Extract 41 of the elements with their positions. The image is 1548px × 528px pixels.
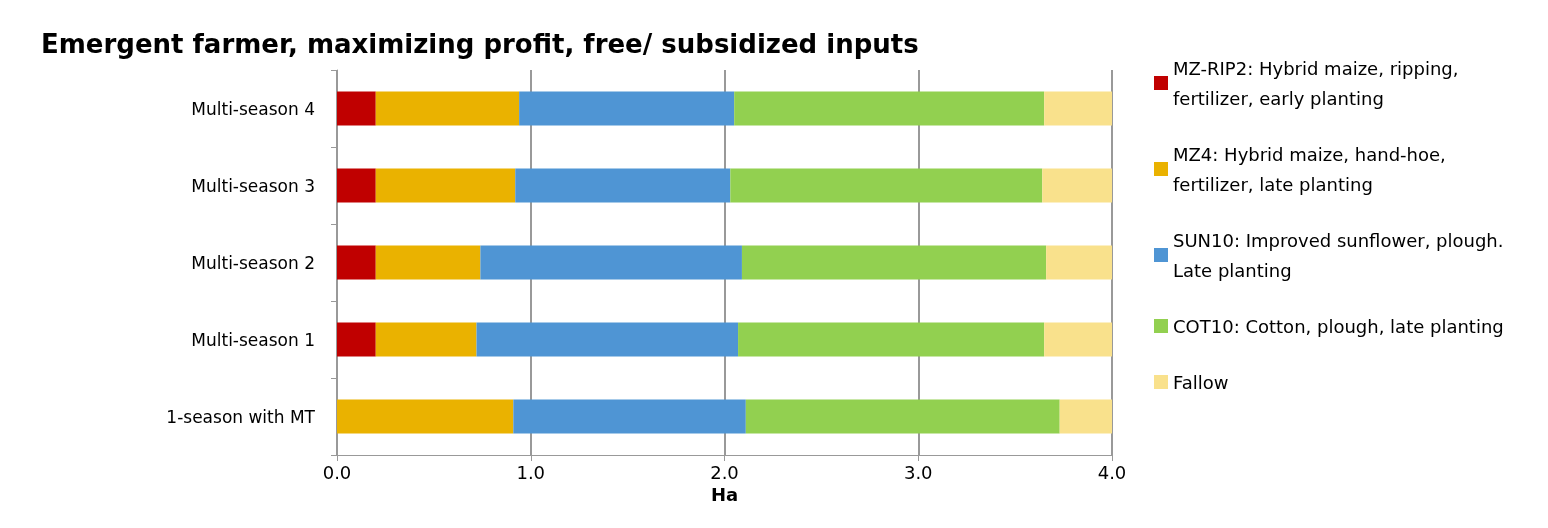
bar (519, 91, 735, 126)
bar (337, 399, 514, 434)
bar (1044, 91, 1112, 126)
bar (375, 245, 481, 280)
bar (1046, 245, 1112, 280)
bar (375, 91, 520, 126)
y-tick-label: Multi-season 4 (191, 98, 315, 119)
bar (513, 399, 746, 434)
x-tick-label: 0.0 (322, 461, 352, 483)
x-tick-label: 3.0 (903, 461, 933, 483)
bar (1059, 399, 1112, 434)
bar (741, 245, 1047, 280)
legend-label: COT10: Cotton, plough, late planting (1173, 315, 1504, 337)
legend-label: Fallow (1173, 371, 1229, 393)
x-tick-label: 4.0 (1097, 461, 1127, 483)
x-axis-title: Ha (710, 484, 739, 506)
x-tick-label: 2.0 (710, 461, 739, 483)
bar (375, 322, 477, 357)
bar (480, 245, 742, 280)
y-tick-label: Multi-season 3 (191, 175, 315, 196)
bar (337, 322, 376, 357)
bar (738, 322, 1045, 357)
bar (337, 91, 376, 126)
bar (337, 245, 376, 280)
bar (337, 168, 376, 203)
bar (730, 168, 1043, 203)
chart-title: Emergent farmer, maximizing profit, free/ subsidized inputs (41, 29, 919, 59)
bar (375, 168, 516, 203)
bar (476, 322, 739, 357)
legend-label: SUN10: Improved sunflower, plough. Late planting (1173, 229, 1510, 281)
bar (734, 91, 1045, 126)
bar (1044, 322, 1112, 357)
bar (1042, 168, 1112, 203)
bar (515, 168, 731, 203)
y-tick-label: Multi-season 1 (191, 329, 315, 350)
bar (745, 399, 1060, 434)
legend-label: MZ-RIP2: Hybrid maize, ripping, fertilizer, early planting (1173, 57, 1465, 109)
legend-label: MZ4: Hybrid maize, hand-hoe, fertilizer, late planting (1173, 143, 1452, 195)
y-tick-label: 1-season with MT (166, 406, 316, 427)
x-tick-label: 1.0 (516, 461, 546, 483)
y-tick-label: Multi-season 2 (191, 252, 315, 273)
